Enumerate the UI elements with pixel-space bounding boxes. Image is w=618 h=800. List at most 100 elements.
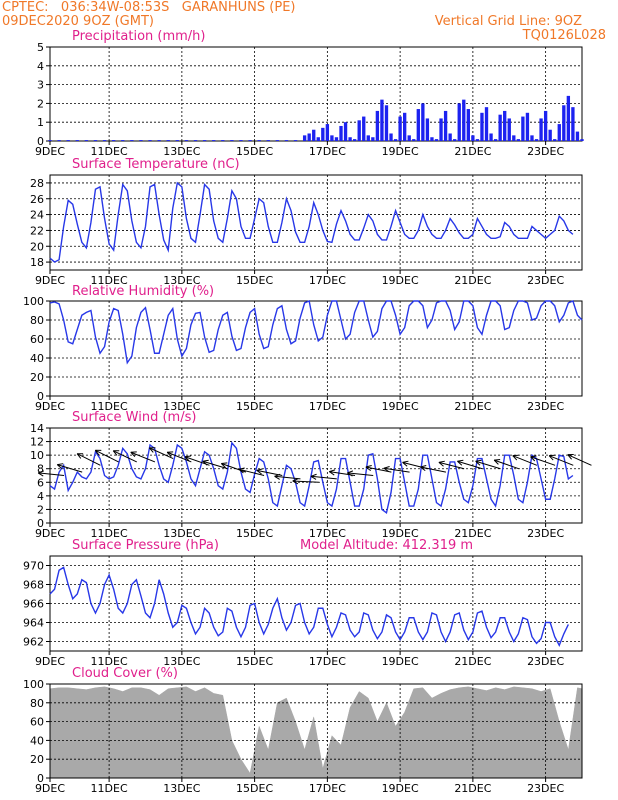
precip-bar (398, 116, 402, 141)
wind-vector-arrowhead (457, 459, 464, 462)
wind-vector-arrowhead (438, 460, 445, 463)
wind-vector-arrow (57, 464, 83, 473)
wind-xtick-label: 13DEC (163, 527, 200, 540)
pres-xtick-label: 21DEC (454, 655, 491, 668)
wind-vector-arrowhead (238, 467, 245, 470)
cloud-xtick-label: 19DEC (382, 782, 419, 795)
precip-bar (275, 140, 280, 141)
precip-bar (57, 140, 61, 141)
wind-vector-arrowhead (221, 462, 228, 465)
rh-title: Relative Humidity (%) (72, 284, 214, 299)
wind-vector-arrowhead (56, 464, 63, 470)
wind-vector-arrowhead (365, 466, 371, 472)
header-model-id: TQ0126L028 (522, 28, 606, 43)
precip-bar (493, 139, 498, 141)
cloud-ytick-label: 20 (30, 753, 44, 766)
cloud-ytick-label: 60 (30, 716, 44, 729)
wind-vector-arrowhead (329, 469, 336, 473)
wind-vector-arrow (347, 472, 374, 476)
pres-xtick-label: 17DEC (309, 655, 346, 668)
rh-ytick-label: 100 (23, 295, 44, 308)
wind-vector-arrowhead (238, 468, 244, 474)
wind-vector-arrowhead (256, 470, 262, 475)
precip-bar (443, 110, 448, 141)
wind-vector-arrowhead (274, 473, 281, 477)
cloud-xtick-label: 13DEC (163, 782, 200, 795)
wind-ytick-label: 2 (37, 503, 44, 516)
precip-ytick-label: 5 (37, 41, 44, 54)
precip-bar (316, 137, 320, 141)
rh-xtick-label: 15DEC (236, 400, 273, 413)
precip-bar (571, 107, 575, 141)
wind-vector-arrowhead (438, 462, 444, 467)
wind-vector-arrowhead (530, 456, 536, 462)
precip-bar (530, 135, 534, 141)
wind-vector-arrowhead (166, 451, 172, 458)
precip-xtick-label: 21DEC (454, 145, 491, 158)
precip-ytick-label: 1 (37, 116, 44, 129)
pres-series-line (49, 566, 569, 647)
precip-bar (453, 139, 457, 141)
precip-bar (148, 140, 152, 141)
rh-xtick-label: 17DEC (309, 400, 346, 413)
wind-vector-arrowhead (292, 480, 299, 485)
wind-vector-arrow (475, 460, 501, 470)
precip-ytick-label: 4 (37, 60, 44, 73)
pres-xtick-label: 13DEC (163, 655, 200, 668)
wind-vector-arrowhead (37, 470, 44, 474)
wind-vector-arrow (493, 459, 519, 470)
wind-vector-arrow (567, 454, 592, 466)
wind-ytick-label: 4 (37, 490, 44, 503)
temp-ytick-label: 20 (30, 240, 44, 253)
wind-xtick-label: 9DEC (35, 527, 65, 540)
cloud-title: Cloud Cover (%) (72, 666, 178, 681)
precip-bar (475, 139, 480, 141)
precip-bar (498, 114, 502, 141)
precip-bar (284, 140, 289, 141)
wind-ytick-label: 0 (37, 517, 44, 530)
wind-vector-arrowhead (184, 456, 190, 462)
wind-vector-arrowhead (494, 458, 501, 461)
precip-title: Precipitation (mm/h) (72, 29, 205, 44)
precip-bar (111, 140, 116, 141)
wind-vector-arrowhead (530, 455, 537, 458)
pres-xtick-label: 23DEC (527, 655, 564, 668)
wind-vector-arrowhead (457, 460, 463, 466)
precip-bar (66, 140, 70, 141)
wind-vector-arrow (166, 451, 192, 463)
precip-bar (293, 140, 298, 141)
wind-xtick-label: 23DEC (527, 527, 564, 540)
header-vertical-grid: Vertical Grid Line: 9OZ (434, 14, 582, 29)
temp-xtick-label: 11DEC (91, 274, 128, 287)
precip-bar (307, 133, 311, 141)
precip-xtick-label: 23DEC (527, 145, 564, 158)
wind-vector-arrowhead (347, 472, 353, 477)
wind-vector-arrow (383, 467, 410, 473)
pres-title: Surface Pressure (hPa) (72, 538, 219, 553)
rh-frame (49, 300, 583, 397)
wind-xtick-label: 19DEC (382, 527, 419, 540)
wind-ytick-label: 6 (37, 476, 44, 489)
pres-xtick-label: 19DEC (382, 655, 419, 668)
precip-bar (257, 140, 261, 141)
precip-bar (184, 140, 189, 141)
rh-xtick-label: 9DEC (35, 400, 65, 413)
temp-ytick-label: 26 (30, 193, 44, 206)
precip-bar (202, 140, 207, 141)
wind-frame (49, 427, 583, 524)
precip-bar (434, 139, 439, 141)
precip-ytick-label: 3 (37, 79, 44, 92)
precip-bar (302, 135, 307, 141)
rh-xtick-label: 13DEC (163, 400, 200, 413)
precip-bar (439, 118, 443, 141)
temp-xtick-label: 21DEC (454, 274, 491, 287)
rh-ytick-label: 40 (30, 352, 44, 365)
precip-bar (416, 109, 420, 141)
pres-xtick-label: 11DEC (91, 655, 128, 668)
cloud-xtick-label: 9DEC (35, 782, 65, 795)
wind-vector-arrow (113, 450, 137, 463)
precip-xtick-label: 17DEC (309, 145, 346, 158)
precip-bar (362, 116, 366, 141)
rh-series-line (49, 300, 583, 365)
wind-vector-arrowhead (149, 447, 154, 453)
